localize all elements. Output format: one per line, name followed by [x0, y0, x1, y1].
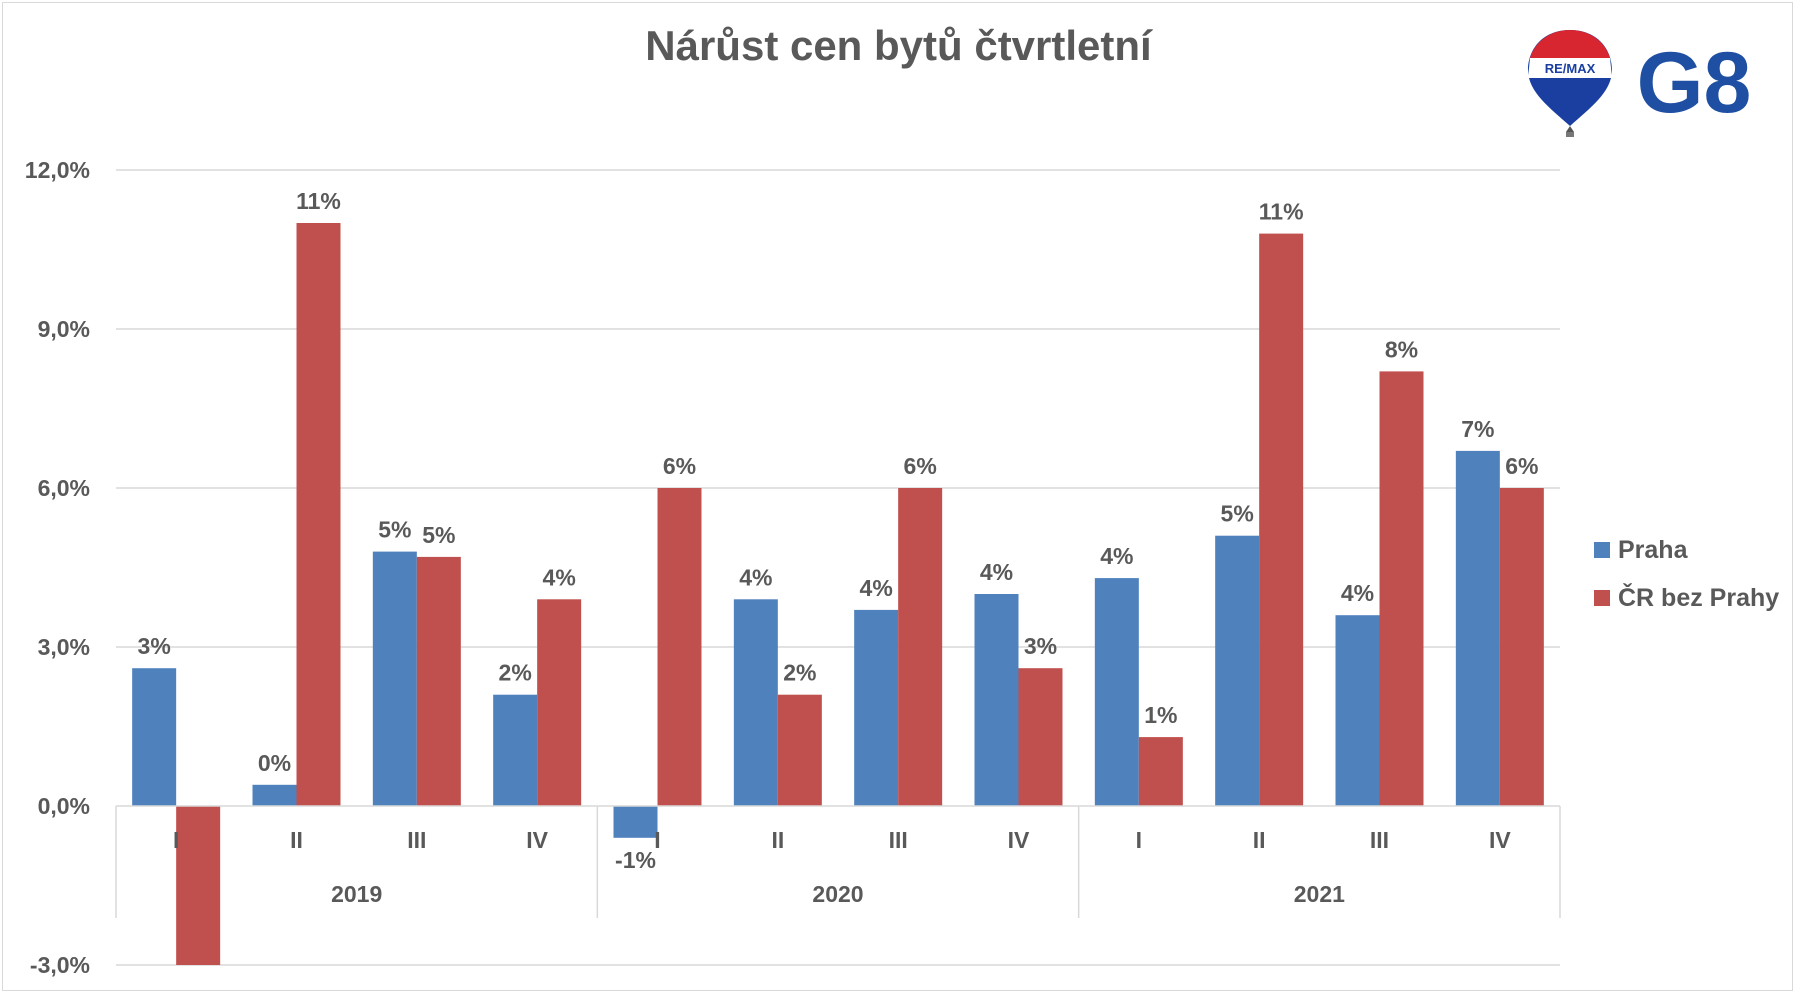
bars: [132, 223, 1544, 965]
data-label-cr-bez-prahy: 2%: [783, 660, 816, 686]
bar-cr-bez-prahy: [657, 488, 702, 806]
data-label-praha: 3%: [138, 633, 171, 659]
x-group-label: 2020: [812, 881, 863, 907]
x-tick-label: IV: [1008, 827, 1030, 853]
bar-cr-bez-prahy: [537, 599, 582, 806]
y-tick-label: 12,0%: [25, 157, 90, 183]
x-group-label: 2019: [331, 881, 382, 907]
bar-cr-bez-prahy: [777, 694, 822, 806]
data-label-praha: 4%: [860, 575, 893, 601]
data-label-praha: 0%: [258, 750, 291, 776]
bar-cr-bez-prahy: [1138, 737, 1183, 806]
x-tick-label: I: [173, 827, 179, 853]
data-label-praha: 4%: [1100, 543, 1133, 569]
data-label-cr-bez-prahy: 1%: [1144, 702, 1177, 728]
chart-title: Nárůst cen bytů čtvrtletní: [645, 22, 1152, 69]
bar-cr-bez-prahy: [1499, 488, 1544, 806]
bar-cr-bez-prahy: [176, 806, 221, 965]
legend: Praha ČR bez Prahy: [1594, 526, 1779, 622]
x-tick-label: I: [1136, 827, 1142, 853]
bar-praha: [252, 784, 297, 806]
data-label-cr-bez-prahy: 5%: [422, 522, 455, 548]
x-tick-label: I: [654, 827, 660, 853]
logo-brand-text: G8: [1637, 35, 1752, 131]
data-label-praha: 5%: [378, 517, 411, 543]
legend-item-cr-bez-prahy: ČR bez Prahy: [1594, 574, 1779, 622]
bar-praha: [1455, 450, 1500, 806]
bar-praha: [613, 806, 658, 838]
bar-praha: [1335, 615, 1380, 806]
legend-label-praha: Praha: [1618, 535, 1688, 564]
x-tick-label: III: [407, 827, 426, 853]
data-label-cr-bez-prahy: 6%: [663, 453, 696, 479]
y-axis-ticks: -3,0% 0,0% 3,0% 6,0% 9,0% 12,0%: [25, 157, 90, 978]
legend-swatch-cr-bez-prahy: [1594, 590, 1610, 606]
gridlines: [116, 169, 1560, 966]
data-label-praha: -1%: [615, 847, 656, 873]
x-tick-label: II: [1253, 827, 1266, 853]
data-label-praha: 2%: [499, 660, 532, 686]
bar-cr-bez-prahy: [898, 488, 943, 806]
x-tick-label: IV: [1489, 827, 1511, 853]
y-tick-label: -3,0%: [30, 952, 90, 978]
y-tick-label: 0,0%: [38, 793, 90, 819]
x-tick-label: III: [1370, 827, 1389, 853]
bar-cr-bez-prahy: [416, 556, 461, 806]
remax-g8-logo: RE/MAX G8: [1528, 30, 1752, 137]
data-label-cr-bez-prahy: 11%: [296, 188, 341, 214]
x-tick-label: II: [771, 827, 784, 853]
bar-praha: [974, 594, 1019, 806]
data-label-cr-bez-prahy: 8%: [1385, 336, 1418, 362]
x-tick-label: II: [290, 827, 303, 853]
bar-praha: [854, 609, 899, 806]
y-tick-label: 6,0%: [38, 475, 90, 501]
bar-praha: [733, 599, 778, 806]
data-label-cr-bez-prahy: 11%: [1259, 199, 1304, 225]
bar-cr-bez-prahy: [1259, 233, 1304, 807]
data-label-cr-bez-prahy: 6%: [1505, 453, 1538, 479]
data-label-praha: 5%: [1221, 501, 1254, 527]
bar-praha: [1215, 535, 1260, 806]
data-label-praha: 4%: [739, 564, 772, 590]
y-tick-label: 3,0%: [38, 634, 90, 660]
legend-label-cr-bez-prahy: ČR bez Prahy: [1618, 583, 1780, 612]
x-tick-label: III: [889, 827, 908, 853]
data-label-cr-bez-prahy: 6%: [904, 453, 937, 479]
balloon-icon: RE/MAX: [1528, 30, 1612, 137]
data-label-praha: 4%: [1341, 580, 1374, 606]
legend-swatch-praha: [1594, 542, 1610, 558]
bar-praha: [1094, 578, 1139, 806]
data-label-praha: 4%: [980, 559, 1013, 585]
logo-balloon-text: RE/MAX: [1545, 61, 1596, 76]
bar-cr-bez-prahy: [1018, 668, 1063, 806]
data-label-cr-bez-prahy: 4%: [543, 564, 576, 590]
legend-item-praha: Praha: [1594, 526, 1779, 574]
bar-praha: [132, 668, 177, 806]
data-labels: 3% 0% 5% 2% -1% 4% 4% 4% 4% 5% 4% 7% 11% 5% 4% 6% 2% 6% 3%…: [138, 188, 1539, 873]
x-tick-label: IV: [526, 827, 548, 853]
y-tick-label: 9,0%: [38, 316, 90, 342]
bar-praha: [372, 551, 417, 806]
bar-cr-bez-prahy: [296, 223, 341, 806]
bar-praha: [493, 694, 538, 806]
data-label-cr-bez-prahy: 3%: [1024, 633, 1057, 659]
data-label-praha: 7%: [1461, 416, 1494, 442]
bar-cr-bez-prahy: [1379, 371, 1424, 806]
x-group-label: 2021: [1294, 881, 1345, 907]
